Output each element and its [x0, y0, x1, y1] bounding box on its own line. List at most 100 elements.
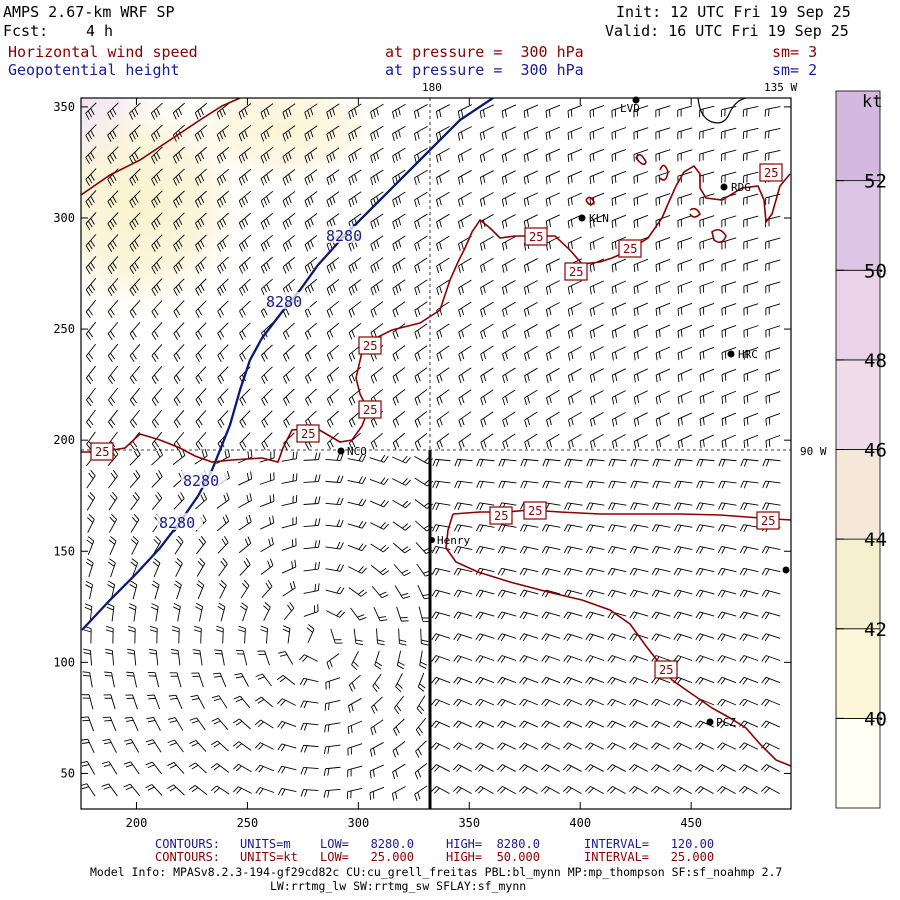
wind-barb	[436, 389, 450, 406]
wind-barb	[568, 433, 582, 449]
wind-barb	[458, 411, 472, 428]
svg-text:25: 25	[494, 509, 508, 523]
wind-barb	[761, 676, 781, 685]
wind-barb	[277, 720, 297, 729]
wind-barb	[475, 589, 495, 598]
wind-barb	[611, 214, 627, 229]
wind-barb	[497, 742, 516, 751]
wind-barb	[173, 300, 185, 318]
x-tick-label: 250	[237, 816, 259, 830]
wind-barb	[304, 213, 318, 230]
wind-barb	[673, 524, 693, 533]
wind-label-2: 25	[296, 424, 320, 443]
wind-barb	[323, 766, 341, 777]
wind-barb	[107, 278, 119, 297]
wind-barb	[196, 535, 206, 555]
wind-barb	[589, 126, 605, 140]
wind-barb	[353, 628, 364, 646]
wind-barb	[260, 190, 274, 208]
wind-barb	[764, 128, 781, 139]
wind-barb	[607, 524, 627, 533]
wind-barb	[717, 524, 737, 533]
wind-barb	[655, 280, 671, 295]
height-contour-labels: 8280 8280 8280 8280	[157, 226, 370, 532]
wind-barb	[655, 105, 671, 118]
wind-barb	[233, 718, 251, 730]
wind-barb	[436, 191, 450, 207]
wind-barb	[173, 168, 185, 186]
wind-barb	[151, 300, 163, 318]
wind-barb	[85, 146, 97, 164]
wind-barb	[326, 300, 340, 318]
contours2-high: HIGH= 50.000	[446, 850, 540, 864]
fcst-value: 4 h	[86, 22, 114, 40]
wind-barb	[743, 325, 759, 338]
wind-barb	[479, 126, 494, 141]
wind-barb	[370, 147, 384, 164]
wind-barb	[699, 171, 715, 184]
wind-barb	[524, 433, 538, 450]
contours2-units: UNITS=kt	[240, 850, 298, 864]
wind-barb	[419, 650, 428, 669]
wind-barb	[348, 566, 367, 574]
wind-barb	[239, 410, 251, 428]
svg-text:25: 25	[95, 445, 109, 459]
wind-barb	[567, 280, 582, 295]
height-label-4: 8280	[159, 514, 195, 532]
wind-barb	[210, 785, 230, 795]
wind-barb	[699, 324, 715, 338]
wind-barb	[369, 742, 384, 757]
wind-barb	[721, 412, 737, 427]
wind-barb	[564, 458, 583, 467]
wind-barb	[194, 102, 208, 120]
wind-barb	[278, 651, 294, 665]
wind-barb	[217, 300, 229, 318]
height-contour-8280	[81, 98, 494, 631]
wind-barb	[129, 190, 141, 208]
wind-barb	[523, 170, 538, 185]
wind-barb	[453, 655, 473, 663]
wind-barb	[673, 633, 693, 642]
wind-barb	[765, 413, 781, 426]
wind-barb	[192, 649, 203, 666]
wind-barb	[761, 589, 781, 598]
wind-barb	[497, 524, 517, 533]
wind-barb	[568, 389, 582, 405]
wind-barb	[480, 433, 494, 450]
wind-barb	[476, 458, 495, 467]
wind-barb	[260, 256, 273, 274]
wind-barb	[436, 301, 450, 318]
wind-barb	[458, 433, 472, 450]
wind-barb	[392, 323, 406, 340]
wind-barb	[83, 648, 93, 666]
wind-barb	[304, 256, 318, 274]
wind-barb	[458, 279, 472, 296]
wind-barb	[677, 215, 693, 228]
wind-barb	[151, 212, 163, 230]
wind-barb	[546, 389, 560, 405]
wind-barb	[655, 149, 671, 162]
wind-barb	[501, 192, 516, 207]
wind-barb	[391, 786, 406, 801]
wind-barb	[370, 213, 384, 230]
wind-barb	[282, 322, 295, 340]
wind-barb	[150, 603, 159, 622]
wind-barb	[348, 191, 362, 208]
wind-barb	[414, 323, 428, 340]
wind-barb	[431, 546, 451, 554]
wind-barb	[524, 389, 538, 406]
wind-barb	[453, 589, 473, 598]
wind-barb	[282, 580, 296, 597]
wind-barb	[414, 235, 428, 252]
wind-barb	[651, 633, 671, 642]
wind-barb	[85, 102, 97, 120]
wind-barb	[518, 786, 538, 794]
wind-barb	[545, 214, 560, 229]
wind-barb	[564, 502, 583, 511]
wind-barb	[651, 611, 671, 620]
wind-barb	[765, 259, 781, 272]
wind-barb	[523, 214, 538, 229]
wind-barb	[300, 700, 319, 709]
wind-barb	[326, 169, 340, 186]
wind-barb	[764, 193, 781, 206]
